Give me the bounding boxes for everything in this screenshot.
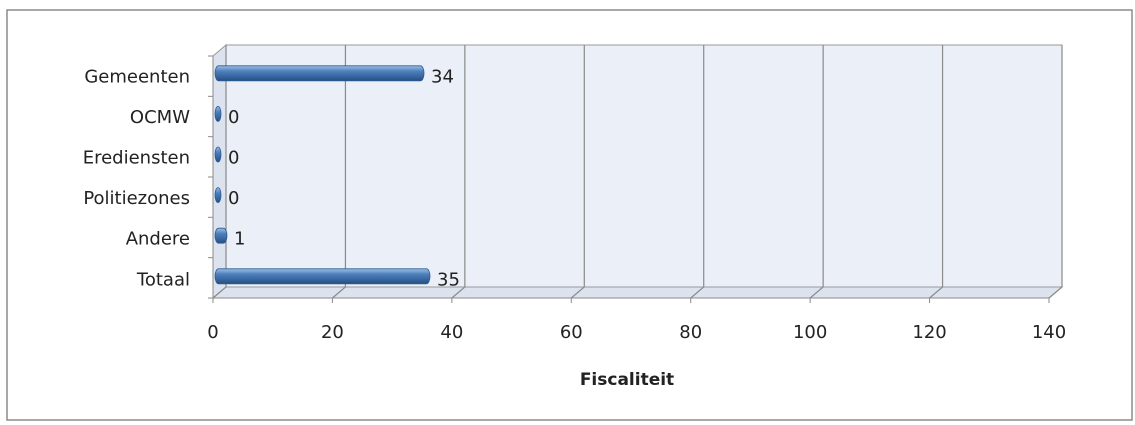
x-tick-label: 20 xyxy=(321,322,344,343)
x-tick-label: 0 xyxy=(207,322,218,343)
grid-line xyxy=(1048,45,1063,299)
grid-line xyxy=(212,45,227,299)
y-tick-label: OCMW xyxy=(130,107,190,128)
x-tick-label: 60 xyxy=(560,322,583,343)
x-tick-label: 80 xyxy=(679,322,702,343)
side-wall xyxy=(212,43,227,300)
y-tick-label: Gemeenten xyxy=(84,66,190,87)
data-label: 0 xyxy=(228,148,239,169)
data-label: 1 xyxy=(234,229,245,250)
x-axis-title: Fiscaliteit xyxy=(580,370,674,390)
grid-line xyxy=(570,45,585,299)
bar xyxy=(214,146,222,163)
data-label: 34 xyxy=(431,66,454,87)
x-tick-label: 140 xyxy=(1032,322,1066,343)
bar xyxy=(214,268,431,285)
bar xyxy=(214,227,228,244)
bar xyxy=(214,106,222,122)
x-tick-label: 120 xyxy=(912,322,946,343)
grid-line xyxy=(690,45,705,299)
grid-line xyxy=(451,45,466,299)
data-label: 35 xyxy=(437,269,460,290)
y-tick-label: Erediensten xyxy=(83,148,190,169)
x-tick-label: 100 xyxy=(793,322,827,343)
floor xyxy=(211,286,1064,299)
x-tick-label: 40 xyxy=(440,322,463,343)
bar xyxy=(214,65,425,82)
y-tick-label: Politiezones xyxy=(83,188,190,209)
data-label: 0 xyxy=(228,107,239,128)
y-tick-label: Andere xyxy=(126,229,190,250)
grid-line xyxy=(332,45,347,299)
grid-line xyxy=(929,45,944,299)
back-wall xyxy=(225,44,1063,288)
grid-line xyxy=(809,45,824,299)
data-label: 0 xyxy=(228,188,239,209)
bar xyxy=(214,187,222,204)
y-tick-label: Totaal xyxy=(136,269,190,290)
